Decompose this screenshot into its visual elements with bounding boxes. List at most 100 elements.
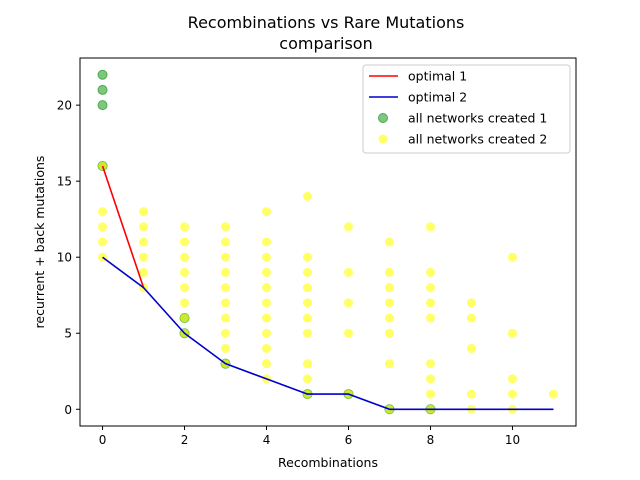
legend-swatch-networks-2	[378, 134, 388, 144]
point-networks-2-73	[466, 313, 476, 323]
legend-label-optimal-1: optimal 1	[408, 69, 467, 84]
point-networks-2-80	[507, 389, 517, 399]
point-networks-2-27	[221, 343, 231, 353]
point-networks-2-63	[425, 222, 435, 232]
point-networks-2-19	[221, 222, 231, 232]
plot-frame	[79, 57, 577, 427]
chart-subtitle: comparison	[279, 34, 372, 53]
point-networks-2-34	[262, 298, 272, 308]
point-networks-2-64	[425, 267, 435, 277]
point-networks-2-75	[466, 389, 476, 399]
point-networks-1-0	[97, 69, 108, 80]
point-networks-2-78	[507, 328, 517, 338]
point-networks-1-2	[97, 100, 108, 111]
point-networks-2-14	[180, 267, 190, 277]
point-networks-2-7	[139, 237, 149, 247]
point-networks-2-55	[384, 237, 394, 247]
point-networks-2-61	[384, 359, 394, 369]
point-networks-2-11	[180, 222, 190, 232]
point-networks-2-29	[262, 207, 272, 217]
point-networks-2-30	[262, 237, 272, 247]
chart-title: Recombinations vs Rare Mutations	[188, 13, 465, 32]
plot-area	[97, 69, 558, 415]
point-networks-2-69	[425, 374, 435, 384]
point-networks-2-44	[303, 298, 313, 308]
legend: optimal 1 optimal 2 all networks created…	[362, 64, 571, 154]
point-networks-2-3	[98, 237, 108, 247]
point-networks-2-21	[221, 252, 231, 262]
point-networks-2-16	[180, 298, 190, 308]
point-networks-2-68	[425, 359, 435, 369]
point-networks-2-25	[221, 313, 231, 323]
point-networks-2-31	[262, 252, 272, 262]
point-networks-2-59	[384, 313, 394, 323]
legend-label-networks-1: all networks created 1	[408, 111, 547, 126]
point-networks-2-17	[180, 313, 190, 323]
point-networks-2-51	[343, 267, 353, 277]
point-networks-2-23	[221, 283, 231, 293]
point-networks-2-53	[343, 328, 353, 338]
legend-swatch-networks-1	[378, 113, 388, 123]
point-networks-2-36	[262, 328, 272, 338]
point-networks-2-52	[343, 298, 353, 308]
point-networks-2-58	[384, 298, 394, 308]
point-networks-2-66	[425, 298, 435, 308]
y-tick-label-10: 10	[57, 251, 72, 265]
point-networks-2-43	[303, 283, 313, 293]
point-networks-2-47	[303, 359, 313, 369]
point-networks-2-24	[221, 298, 231, 308]
point-networks-2-5	[139, 207, 149, 217]
point-networks-2-20	[221, 237, 231, 247]
point-networks-2-35	[262, 313, 272, 323]
point-networks-2-22	[221, 267, 231, 277]
point-networks-2-32	[262, 267, 272, 277]
point-networks-2-48	[303, 374, 313, 384]
x-axis-label: Recombinations	[278, 455, 378, 470]
point-networks-2-60	[384, 328, 394, 338]
point-networks-2-8	[139, 252, 149, 262]
point-networks-2-82	[548, 389, 558, 399]
legend-label-networks-2: all networks created 2	[408, 132, 547, 147]
point-networks-2-74	[466, 343, 476, 353]
point-networks-2-12	[180, 237, 190, 247]
point-networks-2-65	[425, 283, 435, 293]
optimal-2-line	[102, 256, 554, 411]
x-axis: 0 2 4 6 8 10	[99, 426, 520, 447]
point-networks-2-15	[180, 283, 190, 293]
legend-label-optimal-2: optimal 2	[408, 90, 467, 105]
point-networks-2-38	[262, 359, 272, 369]
point-networks-2-41	[303, 252, 313, 262]
point-networks-2-33	[262, 283, 272, 293]
y-tick-label-0: 0	[64, 403, 72, 417]
point-networks-2-72	[466, 298, 476, 308]
point-networks-2-6	[139, 222, 149, 232]
y-axis: 0 5 10 15 20	[57, 99, 80, 417]
point-networks-2-67	[425, 313, 435, 323]
point-networks-2-0	[98, 161, 108, 171]
point-networks-2-45	[303, 313, 313, 323]
x-tick-label-8: 8	[427, 433, 435, 447]
point-networks-2-26	[221, 328, 231, 338]
point-networks-2-57	[384, 283, 394, 293]
point-networks-2-42	[303, 267, 313, 277]
point-networks-2-40	[303, 191, 313, 201]
x-tick-label-6: 6	[345, 433, 353, 447]
y-tick-label-5: 5	[64, 327, 72, 341]
point-networks-2-50	[343, 222, 353, 232]
point-networks-2-13	[180, 252, 190, 262]
point-networks-2-79	[507, 374, 517, 384]
point-networks-2-46	[303, 328, 313, 338]
y-tick-label-20: 20	[57, 99, 72, 113]
plot-content	[97, 69, 558, 415]
x-tick-label-10: 10	[505, 433, 520, 447]
x-tick-label-0: 0	[99, 433, 107, 447]
point-networks-2-70	[425, 389, 435, 399]
point-networks-2-56	[384, 267, 394, 277]
y-axis-label: recurrent + back mutations	[32, 156, 47, 329]
point-networks-2-77	[507, 252, 517, 262]
x-tick-label-2: 2	[181, 433, 189, 447]
point-networks-2-37	[262, 343, 272, 353]
point-networks-2-9	[139, 267, 149, 277]
point-networks-2-1	[98, 207, 108, 217]
